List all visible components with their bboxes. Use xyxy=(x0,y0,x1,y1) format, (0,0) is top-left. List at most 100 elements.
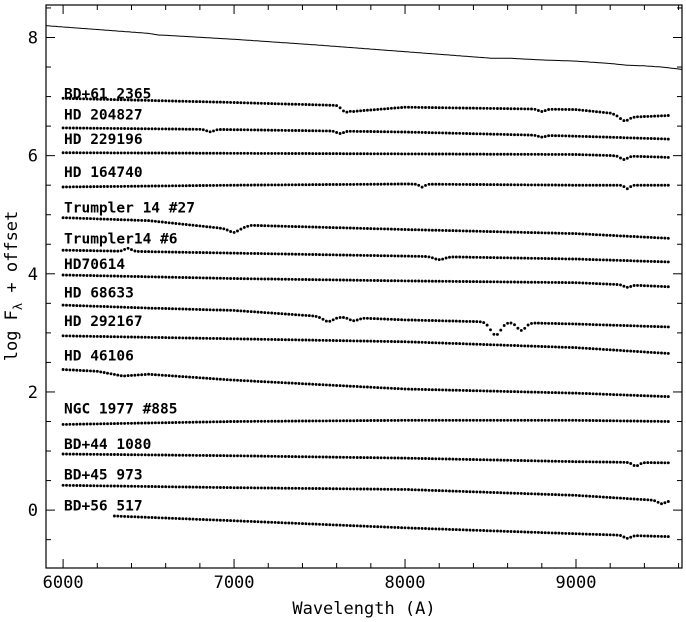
data-point xyxy=(112,514,116,518)
data-point xyxy=(369,108,373,112)
data-point xyxy=(153,99,157,103)
data-point xyxy=(181,99,185,103)
data-point xyxy=(513,323,516,327)
data-point xyxy=(536,280,540,284)
data-point xyxy=(280,454,284,458)
data-point xyxy=(376,456,380,460)
data-point xyxy=(321,487,325,491)
data-point xyxy=(99,484,103,488)
data-point xyxy=(598,323,602,327)
data-point xyxy=(304,419,308,423)
data-point xyxy=(369,130,373,133)
data-point xyxy=(584,346,588,350)
data-point xyxy=(649,114,653,118)
data-point xyxy=(174,421,178,424)
data-point xyxy=(119,127,123,130)
data-point xyxy=(89,249,92,253)
data-point xyxy=(461,280,465,283)
data-point xyxy=(229,378,233,382)
data-point xyxy=(577,391,581,395)
data-point xyxy=(290,225,294,228)
data-point xyxy=(123,98,127,102)
data-point xyxy=(123,305,127,309)
data-point xyxy=(174,250,178,254)
data-point xyxy=(516,230,520,234)
star-label: NGC 1977 #885 xyxy=(64,401,178,417)
data-point xyxy=(160,516,164,520)
data-point xyxy=(324,103,328,107)
data-point xyxy=(588,494,592,498)
data-point xyxy=(222,454,226,458)
data-point xyxy=(259,380,263,384)
data-point xyxy=(540,390,544,394)
data-point xyxy=(82,422,86,426)
data-point xyxy=(567,183,571,187)
data-point xyxy=(636,350,639,353)
data-point xyxy=(502,418,506,422)
data-point xyxy=(352,339,356,343)
data-point xyxy=(167,250,171,254)
data-point xyxy=(653,114,657,118)
data-point xyxy=(123,421,127,425)
data-point xyxy=(584,135,588,138)
data-point xyxy=(536,134,540,138)
data-point xyxy=(287,312,291,316)
data-point xyxy=(461,106,465,110)
data-point xyxy=(133,127,137,131)
data-point xyxy=(636,115,639,119)
data-point xyxy=(636,534,639,538)
data-point xyxy=(85,484,89,488)
data-point xyxy=(468,319,472,323)
data-point xyxy=(660,502,663,506)
data-point xyxy=(246,151,250,155)
data-point xyxy=(177,250,181,254)
data-point xyxy=(499,256,503,260)
data-point xyxy=(557,134,561,138)
data-point xyxy=(345,384,349,388)
data-point xyxy=(547,231,551,235)
data-point xyxy=(75,185,79,189)
data-point xyxy=(383,419,386,422)
data-point xyxy=(540,418,544,422)
data-point xyxy=(485,490,489,494)
data-point xyxy=(109,453,113,456)
data-point xyxy=(160,99,164,103)
data-point xyxy=(304,338,308,342)
data-point xyxy=(157,127,161,131)
data-point xyxy=(577,257,581,261)
data-point xyxy=(646,183,650,187)
data-point xyxy=(437,319,441,323)
data-point xyxy=(653,499,657,503)
data-point xyxy=(68,126,72,130)
data-point xyxy=(482,389,486,393)
data-point xyxy=(513,230,516,234)
data-point xyxy=(321,419,325,423)
data-point xyxy=(157,99,161,103)
spectra-series xyxy=(61,96,670,540)
data-point xyxy=(318,419,321,423)
data-point xyxy=(109,422,113,426)
data-point xyxy=(407,340,410,344)
data-point xyxy=(273,454,277,458)
data-point xyxy=(564,107,568,111)
data-point xyxy=(660,236,663,240)
data-point xyxy=(577,281,581,285)
data-point xyxy=(519,133,523,137)
data-point xyxy=(376,182,380,186)
data-point xyxy=(365,182,369,186)
data-point xyxy=(509,458,513,462)
data-point xyxy=(328,152,332,156)
data-point xyxy=(191,336,195,340)
data-point xyxy=(307,522,311,526)
data-point xyxy=(301,419,304,423)
data-point xyxy=(181,336,185,340)
data-point xyxy=(304,252,308,256)
data-point xyxy=(246,309,250,313)
data-point xyxy=(164,373,168,377)
data-point xyxy=(478,418,482,422)
data-point xyxy=(622,496,626,500)
data-point xyxy=(198,184,202,187)
data-point xyxy=(99,304,103,308)
data-point xyxy=(348,109,352,113)
data-point xyxy=(451,489,455,493)
